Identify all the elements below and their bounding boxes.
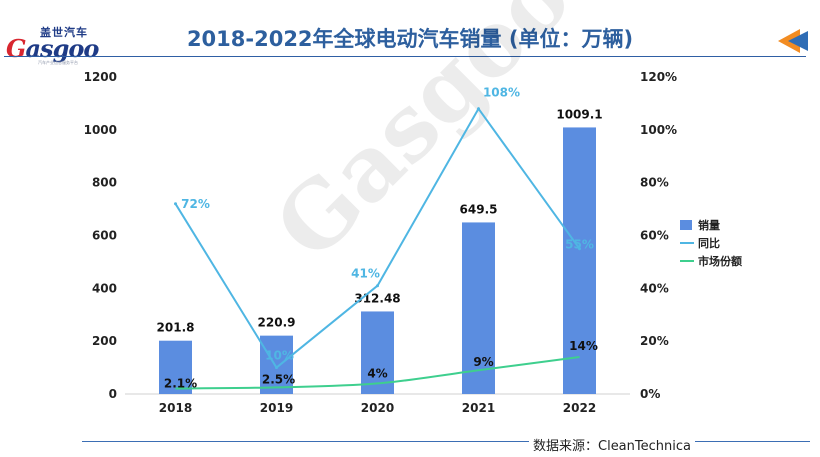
bar-2018 [159,340,192,394]
y-left-tick-label: 800 [92,176,117,190]
chart-title: 2018-2022年全球电动汽车销量 (单位：万辆) [186,27,634,51]
legend-swatch-sales [680,220,692,230]
market-share-series-line [175,356,580,390]
x-tick-label: 2022 [563,401,596,415]
corner-arrow-icon [778,29,808,53]
yoy-value-label: 41% [351,267,380,281]
logo-en-rest: asgoo [25,34,100,63]
legend-label-sales: 销量 [698,218,720,232]
yoy-point [275,366,278,370]
market-share-value-label: 2.1% [164,376,197,390]
market-share-value-label: 2.5% [262,372,295,386]
yoy-value-label: 55% [565,238,594,252]
yoy-value-label: 10% [265,349,294,363]
yoy-point [174,202,177,206]
y-left-tick-label: 200 [92,334,117,348]
y-right-tick-label: 0% [640,387,660,401]
bar-value-label: 220.9 [258,316,296,330]
bar-2020 [361,311,394,394]
y-right-tick-label: 120% [640,70,677,84]
footer-divider [82,441,810,442]
yoy-point [376,284,379,288]
title-divider [4,56,806,57]
yoy-value-label: 72% [181,197,210,211]
y-left-tick-label: 400 [92,281,117,295]
x-tick-label: 2018 [159,401,192,415]
gasgoo-logo: 盖世汽车 Gasgoo 汽车产业信息服务平台 [6,24,102,66]
legend-label-yoy: 同比 [698,236,720,250]
market-share-value-label: 14% [569,339,598,353]
bar-2021 [462,222,495,394]
yoy-value-label: 108% [483,86,520,100]
bar-value-label: 649.5 [460,202,498,216]
logo-en-text: Gasgoo [6,34,100,63]
x-tick-label: 2019 [260,401,293,415]
y-left-tick-label: 0 [109,387,117,401]
logo-subtitle: 汽车产业信息服务平台 [38,60,78,65]
market-share-value-label: 4% [367,366,387,380]
y-left-tick-label: 1200 [84,70,117,84]
y-right-tick-label: 20% [640,334,669,348]
bar-2019 [260,335,293,394]
legend-label-share: 市场份额 [698,254,742,268]
x-tick-label: 2020 [361,401,394,415]
y-right-tick-label: 40% [640,281,669,295]
y-left-tick-label: 600 [92,229,117,243]
bar-2022 [563,127,596,394]
x-tick-label: 2021 [462,401,495,415]
y-left-tick-label: 1000 [84,123,117,137]
logo-cn-text: 盖世汽车 [40,26,88,39]
market-share-value-label: 9% [473,355,493,369]
y-right-tick-label: 100% [640,123,677,137]
yoy-point [477,107,480,111]
bar-value-label: 201.8 [157,321,195,335]
bar-value-label: 1009.1 [556,107,602,121]
y-right-tick-label: 60% [640,229,669,243]
data-source: 数据来源：CleanTechnica [529,435,695,454]
y-right-tick-label: 80% [640,176,669,190]
logo-en-prefix: G [6,34,26,63]
yoy-point [578,247,581,251]
